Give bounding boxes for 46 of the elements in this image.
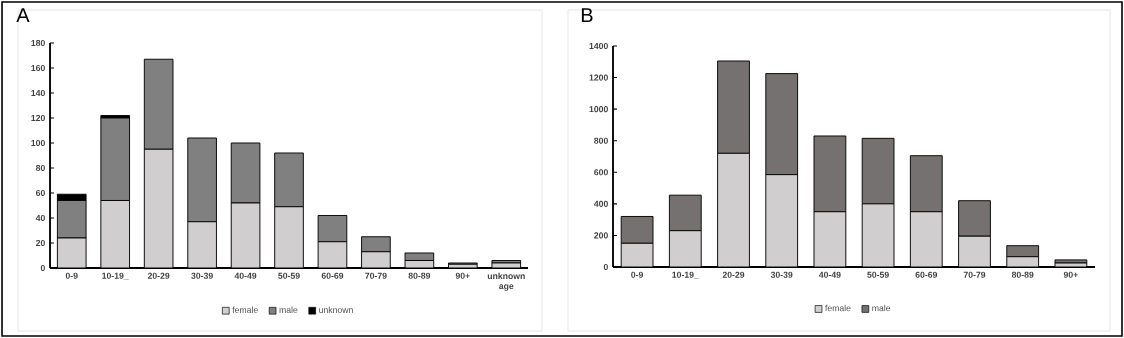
x-tick-label: 50-59	[867, 271, 889, 278]
legend-label: unknown	[319, 306, 353, 313]
x-tick-label: 70-79	[963, 271, 986, 278]
x-tick-label: 30-39	[191, 272, 213, 279]
y-tick-label: 80	[35, 164, 45, 172]
x-tick-label: 60-69	[915, 271, 938, 278]
legend-label: male	[872, 304, 891, 312]
y-tick-label: 180	[31, 39, 45, 47]
y-tick-label: 100	[31, 139, 45, 147]
y-tick-label: 20	[35, 239, 45, 247]
y-tick-label: 600	[594, 169, 608, 176]
y-tick-label: 1200	[589, 74, 608, 81]
x-tick-label: 80-89	[408, 272, 431, 279]
x-tick-label: 70-79	[365, 272, 387, 279]
y-tick-label: 0	[603, 263, 608, 271]
x-tick-label: 10-19_	[672, 271, 699, 279]
x-tick-label: 40-49	[818, 271, 841, 278]
chart-title: B	[581, 8, 593, 23]
legend-label: female	[825, 304, 851, 312]
x-tick-label: 0-9	[65, 272, 78, 279]
x-tick-label: 90+	[1063, 271, 1078, 278]
x-tick-label: 0-9	[631, 271, 644, 278]
y-tick-label: 400	[593, 200, 608, 207]
x-tick-label: unknown age	[487, 272, 525, 291]
y-tick-label: 140	[31, 89, 45, 97]
y-tick-label: 160	[31, 64, 45, 72]
y-tick-label: 1400	[589, 42, 608, 50]
x-tick-label: 10-19_	[102, 272, 129, 280]
legend-label: female	[232, 306, 258, 313]
x-tick-label: 30-39	[770, 271, 793, 278]
chart-title: A	[16, 8, 30, 23]
y-tick-label: 200	[594, 232, 608, 239]
x-tick-label: 80-89	[1011, 271, 1034, 278]
y-tick-label: 60	[35, 189, 45, 197]
x-tick-label: 20-29	[147, 272, 170, 279]
y-tick-label: 800	[594, 137, 608, 144]
x-tick-label: 50-59	[278, 272, 300, 279]
y-tick-label: 120	[31, 114, 45, 122]
x-tick-label: 60-69	[321, 272, 344, 279]
x-tick-label: 20-29	[722, 271, 745, 278]
x-tick-label: 40-49	[234, 272, 257, 279]
y-tick-label: 0	[40, 264, 45, 272]
y-tick-label: 1000	[589, 106, 608, 113]
x-tick-label: 90+	[455, 272, 470, 279]
legend-label: male	[279, 306, 298, 313]
y-tick-label: 40	[35, 214, 45, 222]
